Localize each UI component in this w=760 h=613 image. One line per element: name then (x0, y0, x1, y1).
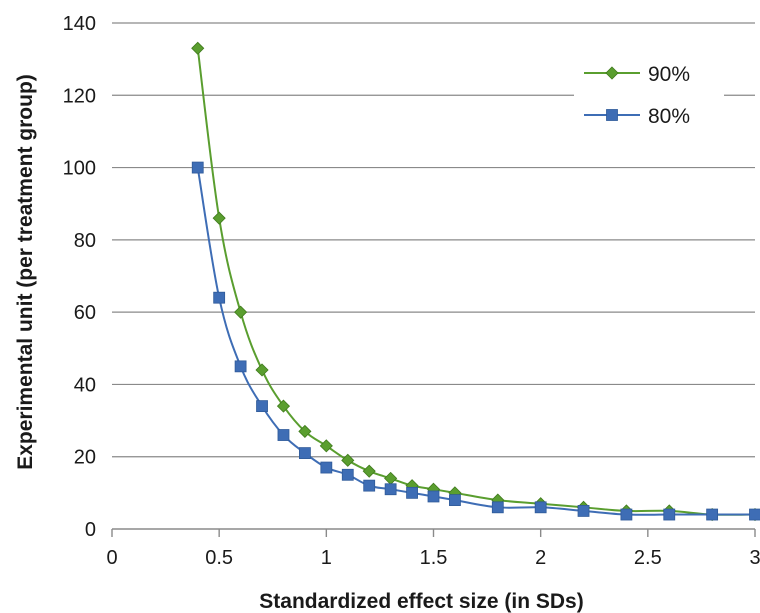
point-90pct-1 (319, 439, 333, 453)
point-90pct-0.9 (298, 424, 312, 438)
x-axis-title: Standardized effect size (in SDs) (259, 590, 583, 613)
series-group (191, 41, 760, 522)
point-80pct-1.3 (384, 483, 397, 496)
legend-marker-80pct (606, 109, 618, 121)
point-80pct-1 (320, 461, 333, 474)
point-80pct-2.8 (706, 508, 719, 521)
legend-label-80pct: 80% (648, 105, 690, 128)
point-80pct-0.7 (256, 400, 268, 413)
point-80pct-2.4 (620, 508, 633, 521)
x-tick-label-3: 3 (749, 547, 760, 569)
point-80pct-0.4 (191, 161, 204, 174)
x-tick-label-1: 1 (321, 547, 332, 569)
x-tick-label-2.5: 2.5 (634, 547, 662, 569)
point-90pct-1.3 (384, 471, 398, 485)
legend-background (574, 56, 724, 136)
point-80pct-1.4 (406, 486, 418, 499)
point-90pct-0.7 (255, 363, 269, 377)
x-tick-label-2: 2 (535, 547, 546, 569)
point-80pct-1.6 (449, 494, 461, 506)
axes (111, 528, 756, 537)
point-90pct-0.8 (276, 399, 291, 413)
y-tick-label-100: 100 (63, 158, 96, 180)
point-90pct-0.6 (234, 305, 248, 319)
y-tick-label-120: 120 (63, 85, 96, 107)
x-tick-label-1.5: 1.5 (420, 547, 448, 569)
x-tick-label-0: 0 (106, 547, 117, 569)
y-axis-title: Experimental unit (per treatment group) (14, 74, 37, 470)
y-tick-label-140: 140 (63, 13, 96, 35)
point-80pct-1.1 (341, 468, 354, 481)
point-90pct-0.5 (212, 211, 226, 225)
point-80pct-0.6 (234, 360, 247, 373)
point-80pct-2.2 (577, 505, 590, 517)
point-80pct-0.8 (277, 429, 290, 441)
x-tick-labels: 0 0.5 1 1.5 2 2.5 3 (106, 547, 760, 569)
x-tick-label-0.5: 0.5 (205, 547, 233, 569)
series-80pct (191, 161, 760, 521)
legend: 90% 80% (574, 56, 724, 136)
y-tick-label-60: 60 (74, 302, 96, 324)
point-80pct-0.9 (298, 447, 311, 460)
point-80pct-1.8 (491, 501, 504, 514)
point-80pct-0.5 (213, 291, 226, 304)
y-tick-label-80: 80 (74, 230, 96, 252)
point-80pct-1.5 (427, 490, 440, 503)
y-tick-label-20: 20 (74, 447, 96, 469)
legend-label-90pct: 90% (648, 63, 690, 86)
y-tick-label-0: 0 (85, 519, 96, 541)
series-line-80pct (196, 167, 755, 516)
point-90pct-1.2 (362, 464, 376, 478)
point-80pct-2 (534, 501, 547, 514)
point-80pct-2.6 (663, 508, 676, 521)
y-tick-labels: 0 20 40 60 80 100 120 140 (63, 13, 96, 541)
gridlines (112, 22, 755, 458)
legend-marker-90pct (605, 66, 619, 80)
point-90pct-0.4 (191, 41, 205, 55)
y-tick-label-40: 40 (74, 374, 96, 396)
point-90pct-1.1 (341, 453, 355, 467)
point-80pct-3 (749, 508, 760, 521)
point-80pct-1.2 (363, 479, 376, 492)
